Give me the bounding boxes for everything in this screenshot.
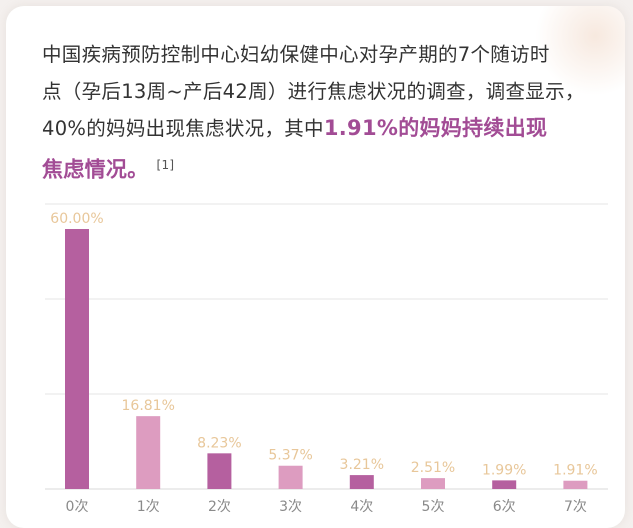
highlight-text-1: 1.91%的妈妈持续出现 bbox=[323, 116, 548, 140]
value-label-2: 8.23% bbox=[197, 435, 241, 451]
x-tick-label-4: 4次 bbox=[350, 499, 373, 515]
survey-description: 中国疾病预防控制中心妇幼保健中心对孕产期的7个随访时 点（孕后13周~产后42周… bbox=[42, 36, 612, 189]
citation-ref[interactable]: [1] bbox=[156, 158, 175, 172]
x-tick-label-3: 3次 bbox=[279, 499, 302, 515]
x-tick-label-7: 7次 bbox=[564, 499, 587, 515]
bar-1次 bbox=[136, 416, 161, 489]
text-line-3: 40%的妈妈出现焦虑状况，其中 bbox=[42, 117, 324, 140]
chart-bars bbox=[65, 229, 588, 489]
x-tick-label-6: 6次 bbox=[493, 499, 516, 515]
bar-5次 bbox=[421, 478, 445, 489]
info-card bbox=[6, 6, 625, 528]
value-label-0: 60.00% bbox=[50, 211, 103, 227]
value-label-5: 2.51% bbox=[411, 460, 455, 476]
value-label-7: 1.91% bbox=[553, 463, 597, 479]
value-label-6: 1.99% bbox=[482, 462, 526, 478]
x-tick-label-0: 0次 bbox=[66, 499, 89, 515]
chart-grid bbox=[45, 203, 608, 490]
bar-2次 bbox=[207, 453, 232, 489]
x-tick-label-5: 5次 bbox=[422, 499, 445, 515]
chart-labels: 60.00% 0次 16.81% 1次 8.23% 2次 5.37% 3次 3.21% 4次 2.5… bbox=[50, 211, 597, 515]
highlight-text-2: 焦虑情况。 bbox=[42, 157, 149, 182]
bar-0次 bbox=[65, 229, 89, 489]
value-label-4: 3.21% bbox=[340, 457, 384, 473]
value-label-1: 16.81% bbox=[122, 398, 175, 414]
bar-6次 bbox=[492, 480, 517, 489]
bar-4次 bbox=[349, 475, 374, 489]
text-line-2: 点（孕后13周~产后42周）进行焦虑状况的调查，调查显示， bbox=[42, 80, 585, 103]
value-label-3: 5.37% bbox=[268, 448, 312, 464]
bar-3次 bbox=[278, 465, 303, 489]
x-tick-label-1: 1次 bbox=[137, 499, 160, 515]
bar-7次 bbox=[563, 480, 588, 489]
text-line-1: 中国疾病预防控制中心妇幼保健中心对孕产期的7个随访时 bbox=[42, 43, 550, 66]
x-tick-label-2: 2次 bbox=[208, 499, 231, 515]
